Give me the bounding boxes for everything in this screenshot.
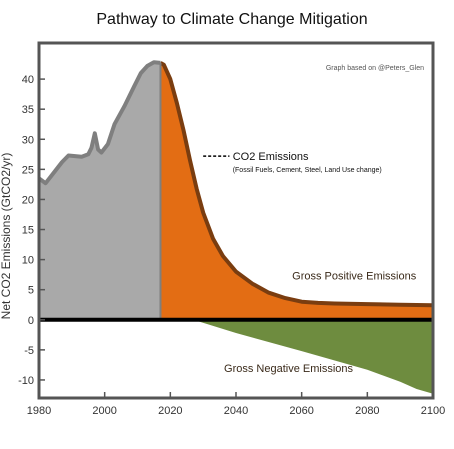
historical-emissions-area [39,62,161,320]
y-tick-label: 10 [22,255,34,267]
x-tick-label: 2000 [92,405,116,417]
x-tick-label: 1980 [27,405,51,417]
co2-emissions-sublabel: (Fossil Fuels, Cement, Steel, Land Use c… [233,167,382,174]
x-tick-label: 2080 [355,405,379,417]
x-tick-label: 2040 [224,405,248,417]
y-tick-label: 25 [22,164,34,176]
x-tick-label: 2060 [289,405,313,417]
gross-negative-emissions-area [193,319,433,394]
y-tick-label: 0 [28,315,34,327]
y-tick-label: 30 [22,134,34,146]
co2-emissions-line [159,61,434,308]
y-tick-label: 20 [22,194,34,206]
y-tick-label: 40 [22,74,34,86]
gross-positive-emissions-area [160,62,433,320]
chart-title: Pathway to Climate Change Mitigation [96,11,367,28]
plot-area: 40 35 30 25 20 15 10 5 0 -5 -10 1980 2000 2020 2040 206… [18,41,445,417]
y-tick-label: -10 [18,375,34,387]
gross-positive-emissions-label: Gross Positive Emissions [292,270,417,282]
y-tick-label: -5 [24,345,34,357]
historical-emissions-line [37,60,161,186]
x-tick-label: 2100 [421,405,445,417]
y-axis-label: Net CO2 Emissions (GtCO2/yr) [0,153,13,320]
x-tick-label: 2020 [158,405,182,417]
y-tick-label: 15 [22,225,34,237]
source-note: Graph based on @Peters_Glen [326,65,424,72]
gross-negative-emissions-label: Gross Negative Emissions [224,363,353,375]
y-tick-label: 5 [28,285,34,297]
y-tick-label: 35 [22,104,34,116]
co2-emissions-label: CO2 Emissions [233,151,309,163]
